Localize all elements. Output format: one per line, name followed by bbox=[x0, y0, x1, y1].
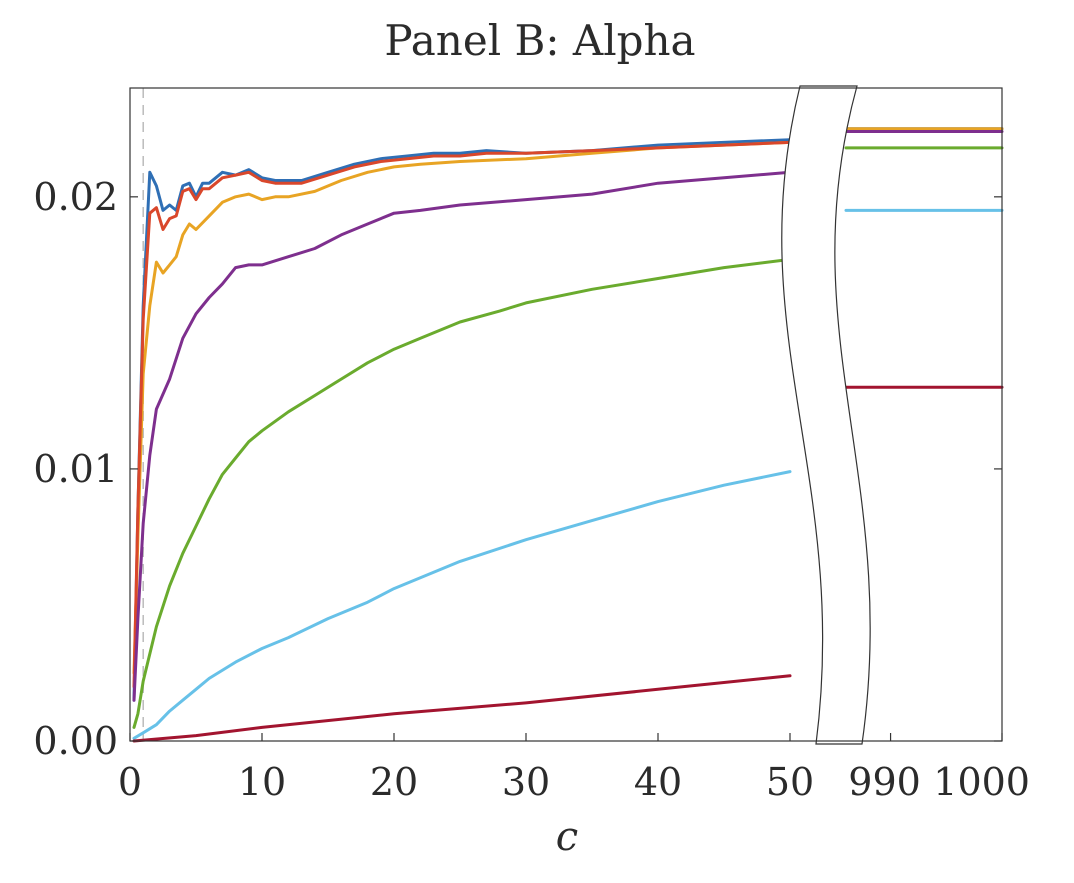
x-tick-label: 40 bbox=[634, 760, 682, 804]
chart-title: Panel B: Alpha bbox=[384, 16, 695, 65]
x-tick-label: 0 bbox=[118, 760, 142, 804]
series-line-6 bbox=[132, 470, 792, 740]
y-axis: 0.00 0.01 0.02 bbox=[33, 175, 1002, 763]
y-tick-label: 0.01 bbox=[33, 447, 118, 491]
x-tick-label: 10 bbox=[238, 760, 286, 804]
x-tick-label: 1000 bbox=[933, 760, 1030, 804]
x-tick-label: 990 bbox=[848, 760, 921, 804]
x-tick-label: 20 bbox=[370, 760, 418, 804]
series-line-7 bbox=[132, 674, 792, 743]
series-line-2 bbox=[132, 140, 792, 675]
series-line-3 bbox=[132, 140, 792, 689]
y-tick-label: 0.00 bbox=[33, 719, 118, 763]
x-tick-label: 50 bbox=[766, 760, 814, 804]
y-tick-label: 0.02 bbox=[33, 175, 118, 219]
series-line-4 bbox=[132, 170, 792, 702]
x-tick-label: 30 bbox=[502, 760, 550, 804]
axis-break bbox=[781, 85, 871, 745]
series-line-5 bbox=[132, 257, 792, 729]
plot-frame bbox=[129, 87, 1003, 742]
series-line-1 bbox=[132, 138, 792, 702]
x-axis-label: c bbox=[556, 814, 578, 860]
x-axis: 0 10 20 30 40 50 990 1000 bbox=[118, 733, 1030, 804]
series-layer bbox=[132, 127, 1004, 743]
